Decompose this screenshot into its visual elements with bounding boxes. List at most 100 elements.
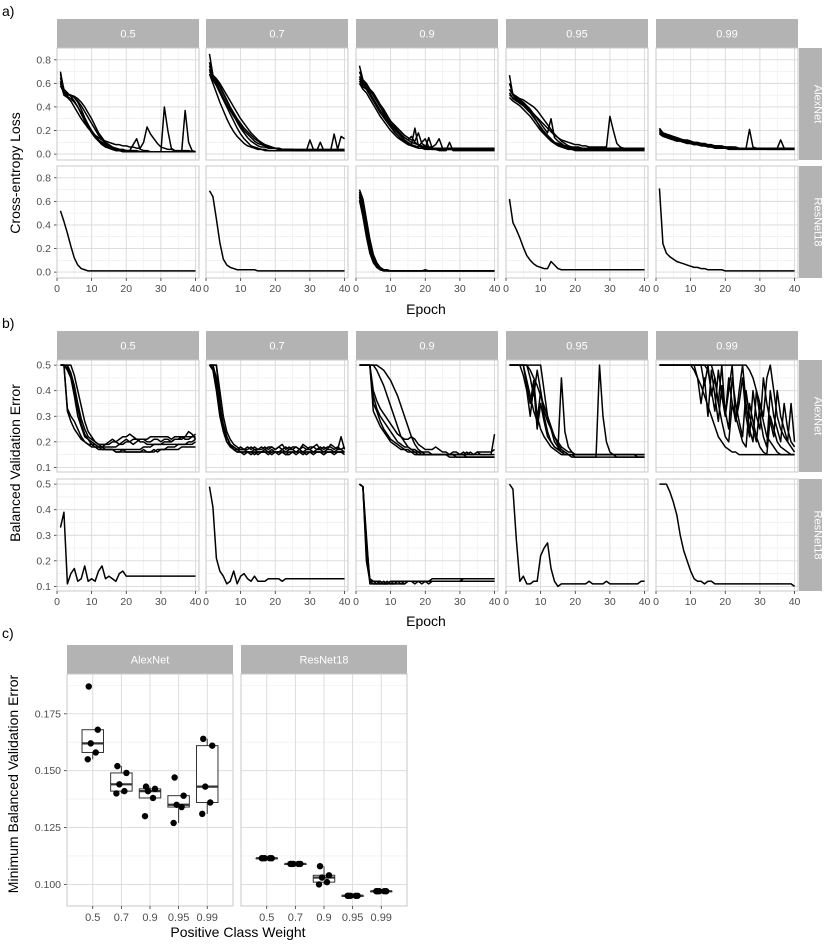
panel-letter-b: b) <box>2 315 14 331</box>
x-tick-label: 20 <box>269 283 281 295</box>
series-line <box>358 82 495 151</box>
y-tick-label: 0.175 <box>35 708 61 720</box>
x-tick-label: 0 <box>653 596 659 608</box>
facet-strip-label: AlexNet <box>131 655 170 667</box>
x-tick-label: 40 <box>489 596 501 608</box>
chart-b: 0.5 0.7 0.9 0.95 0.99 AlexNet ResNet18 0.1 0.2 0.… <box>36 331 824 608</box>
x-tick-label: 10 <box>685 596 697 608</box>
series-line <box>359 483 495 585</box>
panel-AlexNet-0.7 <box>205 47 349 161</box>
x-tick-label: 10 <box>535 596 547 608</box>
x-tick-label: 40 <box>339 283 351 295</box>
chart-a-x-axis-title: Epoch <box>406 301 446 317</box>
x-tick-label: 30 <box>304 283 316 295</box>
facet-row-strip-label: ResNet18 <box>812 511 824 560</box>
data-point <box>209 742 216 749</box>
x-tick-label: 0.5 <box>85 912 100 924</box>
panel-border <box>355 478 499 592</box>
chart-c-y-axis-title: Minimum Balanced Validation Error <box>5 674 21 893</box>
chart-b-x-axis-title: Epoch <box>406 613 446 629</box>
facet-row-strip-ResNet18 <box>799 166 822 278</box>
data-point <box>295 860 302 868</box>
y-tick-label: 0.8 <box>36 54 51 66</box>
y-tick-label: 0.4 <box>36 101 51 113</box>
facet-row-strip-label: AlexNet <box>812 85 824 124</box>
panel-border <box>505 359 649 473</box>
panel-border <box>505 165 649 279</box>
x-tick-label: 30 <box>754 596 766 608</box>
series-line <box>509 364 645 458</box>
facet-row-strip-AlexNet <box>799 48 822 160</box>
x-tick-label: 40 <box>639 596 651 608</box>
facet-row-strip-ResNet18 <box>799 479 822 591</box>
x-tick-label: 10 <box>685 283 697 295</box>
data-point <box>373 888 380 895</box>
facet-strip-label: 0.95 <box>566 29 587 41</box>
panel-border <box>205 47 349 161</box>
x-tick-label: 40 <box>190 283 202 295</box>
panel-border <box>205 478 349 592</box>
series-line <box>208 486 345 585</box>
data-point <box>258 855 265 862</box>
x-tick-label: 10 <box>385 596 397 608</box>
x-tick-label: 0 <box>203 283 209 295</box>
panel-background <box>506 166 648 278</box>
panel-background <box>656 166 798 278</box>
panel-border <box>56 478 200 592</box>
y-tick-label: 0.4 <box>36 385 51 397</box>
box-AlexNet-0.5 <box>81 683 104 763</box>
y-tick-label: 0.6 <box>36 78 51 90</box>
panel-AlexNet-0.95 <box>505 47 649 161</box>
series-line <box>208 73 345 152</box>
panel-background <box>206 166 348 278</box>
facet-strip-0.9 <box>356 331 498 360</box>
panel-background <box>57 166 199 278</box>
data-point <box>170 819 177 827</box>
y-tick-label: 0.2 <box>36 555 51 567</box>
data-point <box>344 892 351 899</box>
y-tick-label: 0.5 <box>36 479 51 491</box>
facet-strip-0.99 <box>656 19 798 48</box>
data-point <box>94 726 101 733</box>
box-ResNet18-0.5 <box>255 855 278 862</box>
x-tick-label: 0 <box>54 283 60 295</box>
series-line <box>509 364 645 456</box>
panel-ResNet18-0.99: 0 10 20 30 40 <box>653 478 801 608</box>
data-point <box>352 892 359 899</box>
chart-a: 0.5 0.7 0.9 0.95 0.99 AlexNet ResNet18 0.0 0.2 0.… <box>36 19 824 295</box>
chart-c: 0.100 0.125 0.150 0.175 AlexNet 0.5 0.7 0.9 0.95… <box>35 645 408 924</box>
panel-ResNet18-0.7: 0 10 20 30 40 <box>203 165 351 295</box>
data-point <box>199 810 206 818</box>
y-tick-label: 0.1 <box>36 462 51 474</box>
series-line <box>358 200 495 272</box>
data-point <box>202 783 209 790</box>
x-tick-label: 10 <box>385 283 397 295</box>
panel-ResNet18-0.9: 0 10 20 30 40 <box>353 478 501 608</box>
facet-strip-label: 0.7 <box>269 29 284 41</box>
panel-letter-a: a) <box>2 3 14 19</box>
panel-background <box>656 48 798 160</box>
y-tick-label: 0.3 <box>36 530 51 542</box>
facet-strip-0.5 <box>57 331 199 360</box>
facet-strip-label: 0.5 <box>120 341 135 353</box>
box-ResNet18-0.95 <box>341 892 364 899</box>
panel-border <box>655 165 799 279</box>
panel-AlexNet-0.99 <box>655 47 799 161</box>
panel-background <box>356 166 498 278</box>
panel-border <box>205 165 349 279</box>
facet-strip-label: 0.99 <box>716 341 737 353</box>
series-line <box>359 364 495 456</box>
facet-strip-label: 0.9 <box>419 29 434 41</box>
x-tick-label: 20 <box>569 596 581 608</box>
series-line <box>59 511 196 585</box>
panel-letter-c: c) <box>2 625 14 641</box>
data-point <box>121 787 128 795</box>
facet-strip-AlexNet <box>67 645 233 674</box>
x-tick-label: 10 <box>535 283 547 295</box>
box-ResNet18-0.7 <box>284 860 307 868</box>
y-tick-label: 0.2 <box>36 436 51 448</box>
x-tick-label: 20 <box>569 283 581 295</box>
plot-area: 0.5 0.7 0.9 0.95 0.99AlexNetResNet180.00.20.… <box>35 19 824 924</box>
facet-strip-0.9 <box>356 19 498 48</box>
series-line <box>208 190 345 272</box>
